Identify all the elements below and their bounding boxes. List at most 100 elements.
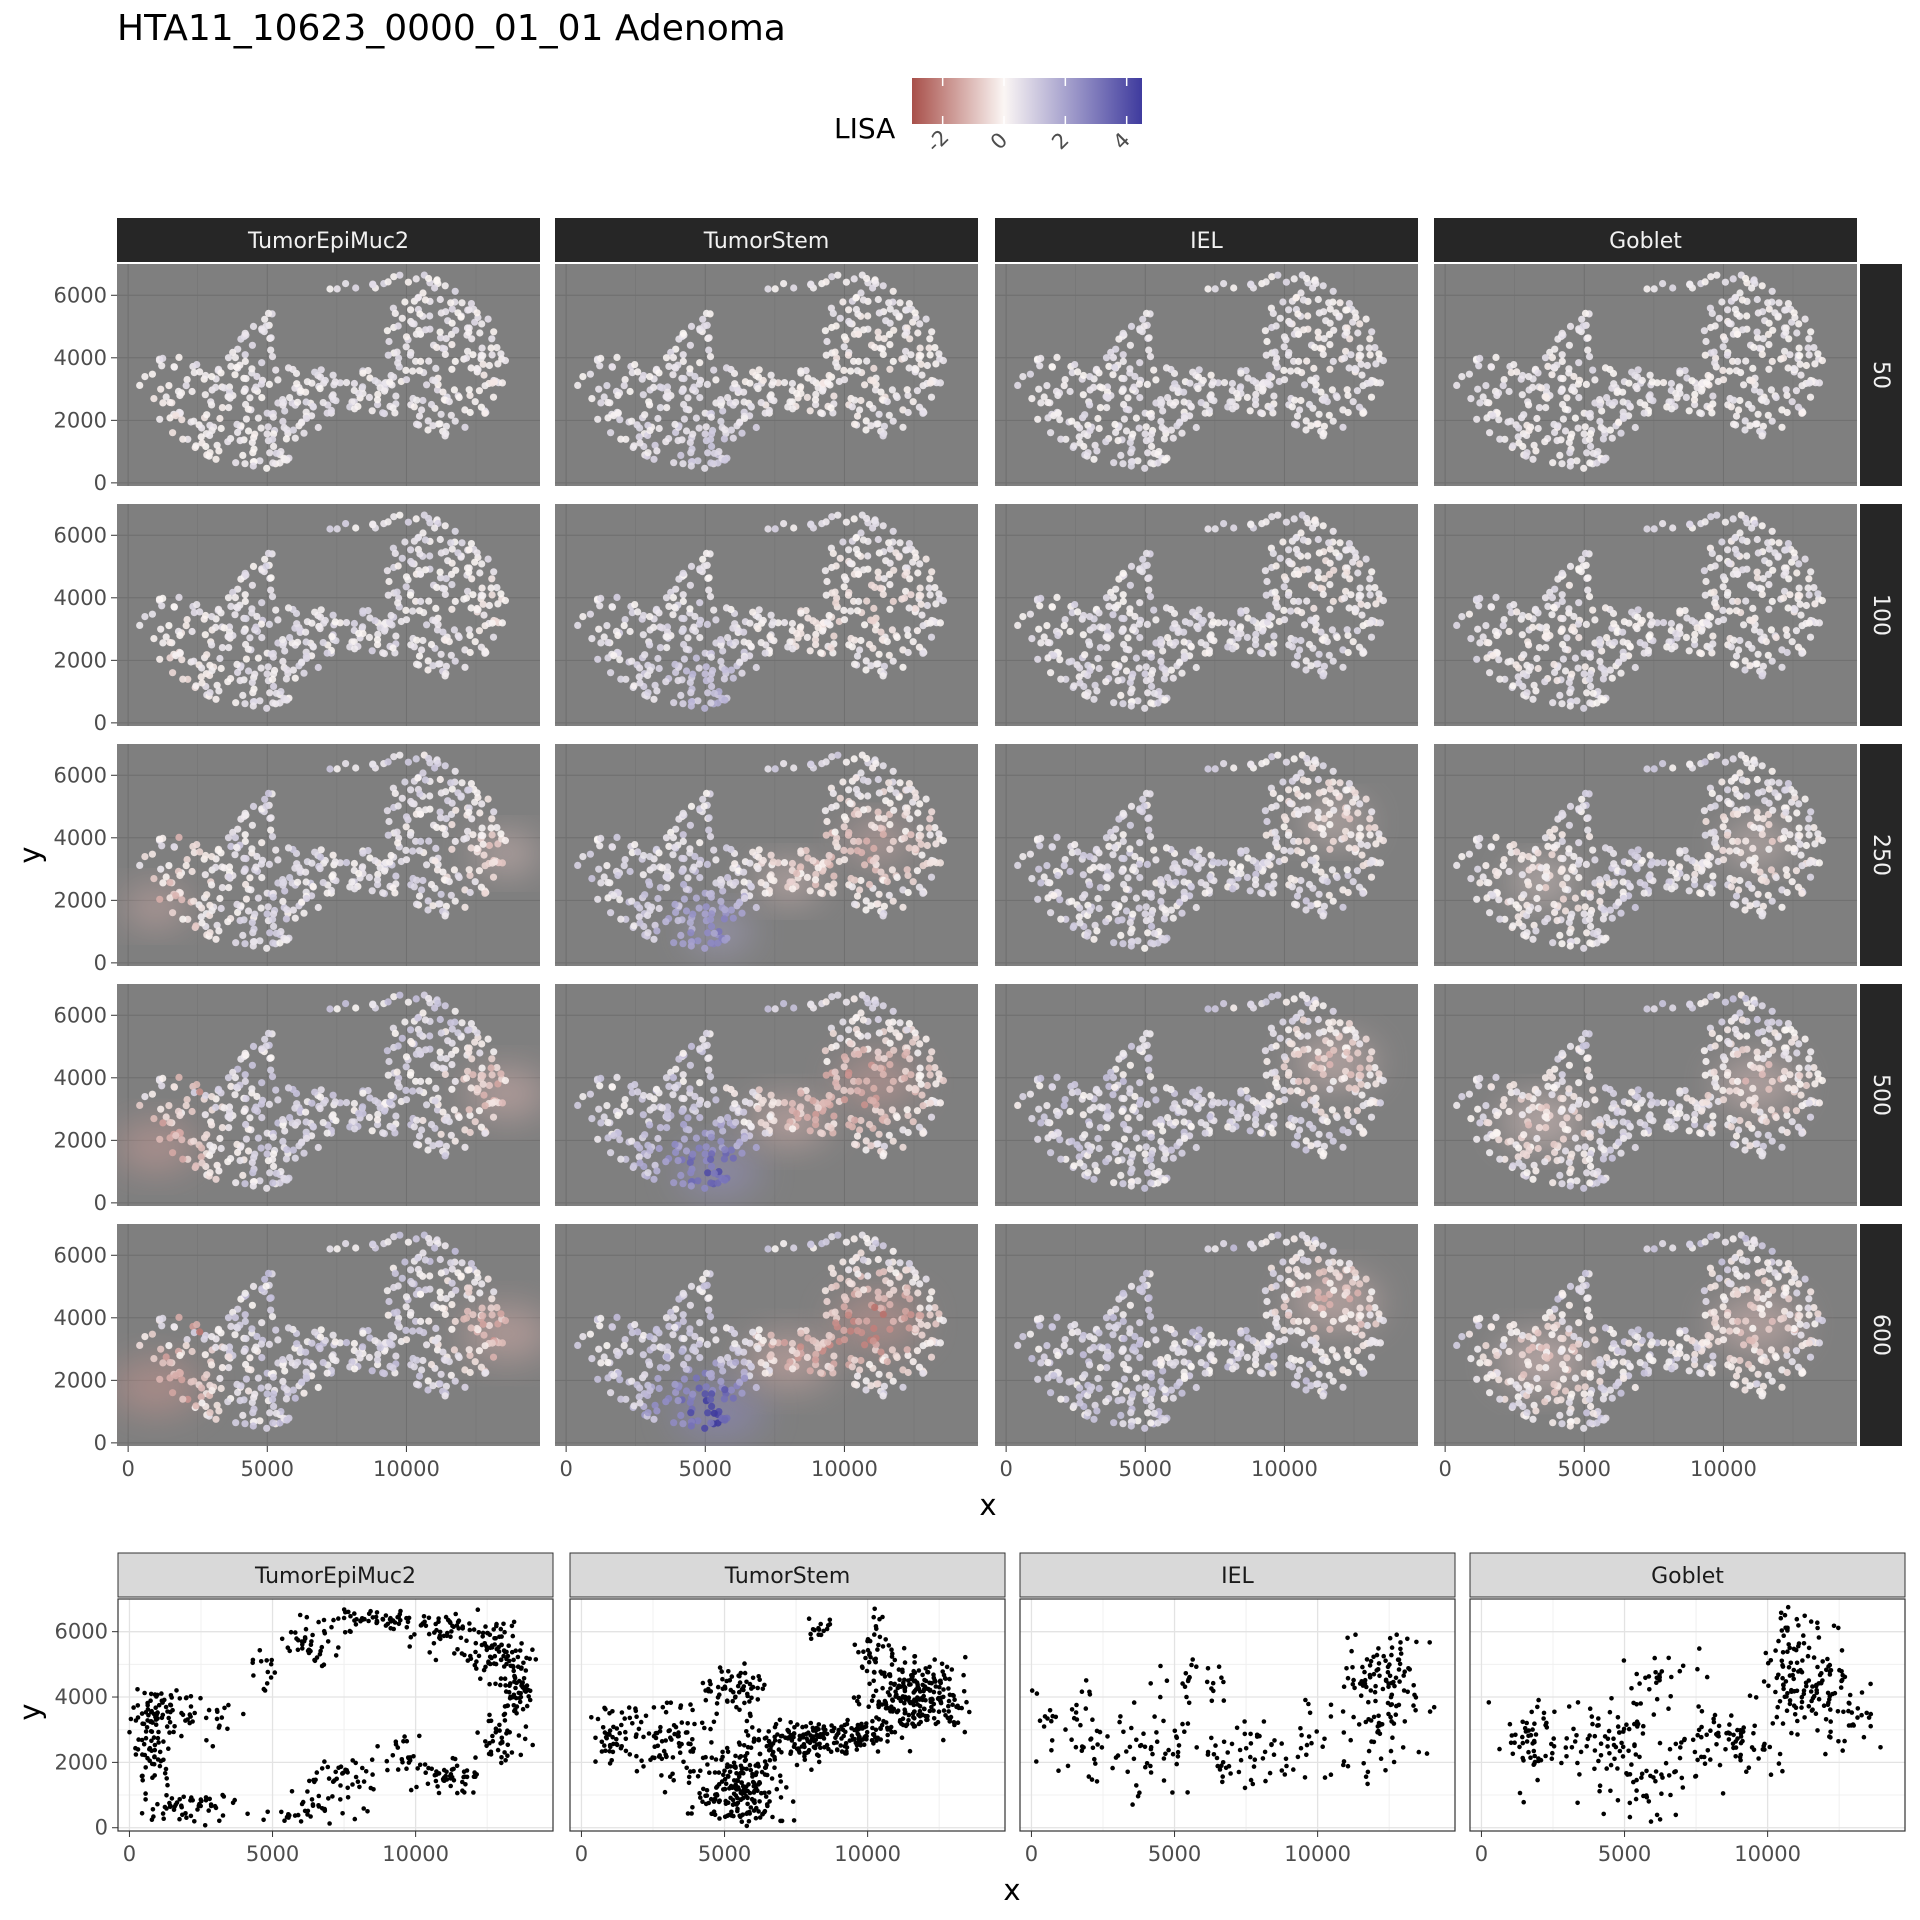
lisa-point	[1570, 372, 1578, 381]
lisa-point	[1548, 594, 1556, 602]
lisa-point	[847, 607, 855, 615]
lisa-point	[1061, 376, 1069, 384]
lisa-point	[1795, 584, 1803, 592]
lisa-point	[806, 407, 814, 415]
lisa-point	[452, 326, 460, 334]
lisa-point	[1558, 569, 1566, 577]
lisa-point	[890, 566, 898, 574]
lisa-point	[479, 592, 487, 600]
lisa-point	[923, 601, 932, 610]
lisa-point	[1094, 414, 1102, 423]
lisa-point	[628, 657, 636, 665]
lisa-point	[445, 398, 453, 406]
lisa-point	[1145, 574, 1153, 582]
lisa-point	[1500, 376, 1508, 384]
lisa-point	[621, 376, 629, 384]
lisa-point	[427, 640, 436, 649]
lisa-point	[875, 549, 883, 557]
lisa-point	[1119, 700, 1127, 708]
lisa-point	[1786, 351, 1794, 359]
lisa-point	[1315, 410, 1323, 418]
lisa-point	[1558, 329, 1566, 337]
lisa-point	[1115, 575, 1123, 583]
lisa-point	[225, 633, 233, 641]
lisa-point	[1725, 559, 1733, 568]
lisa-point	[436, 808, 444, 816]
lisa-point	[1291, 660, 1299, 668]
lisa-point	[595, 385, 603, 393]
lisa-point	[710, 449, 718, 457]
lisa-point	[248, 341, 256, 349]
lisa-point	[749, 608, 757, 616]
lisa-point	[586, 610, 595, 618]
lisa-point	[1102, 594, 1111, 602]
facet-strip	[555, 218, 978, 262]
lisa-point	[822, 351, 830, 359]
lisa-point	[1643, 285, 1651, 293]
lisa-point	[178, 896, 186, 904]
lisa-point	[610, 412, 618, 420]
lisa-point	[651, 681, 659, 689]
lisa-point	[1785, 575, 1793, 583]
lisa-point	[141, 853, 149, 861]
lisa-point	[1274, 271, 1282, 279]
lisa-point	[406, 831, 414, 839]
lisa-point	[641, 411, 649, 419]
lisa-point	[1086, 427, 1094, 435]
lisa-point	[1733, 330, 1742, 338]
lisa-point	[1571, 414, 1579, 422]
lisa-point	[877, 388, 885, 396]
lisa-point	[1587, 430, 1595, 438]
lisa-point	[254, 414, 262, 422]
lisa-point	[617, 915, 625, 923]
lisa-point	[874, 775, 882, 784]
lisa-point	[1019, 373, 1027, 381]
lisa-point	[473, 604, 481, 613]
lisa-point	[1553, 677, 1561, 685]
lisa-point	[1132, 414, 1140, 422]
lisa-point	[477, 643, 485, 651]
lisa-point	[183, 616, 191, 624]
lisa-point	[847, 847, 855, 855]
lisa-point	[853, 412, 862, 420]
lisa-point	[1565, 438, 1573, 447]
lisa-point	[862, 906, 870, 914]
lisa-point	[231, 371, 239, 379]
lisa-point	[1243, 633, 1251, 642]
lisa-point	[814, 384, 822, 392]
lisa-point	[316, 865, 324, 873]
lisa-point	[855, 837, 863, 846]
lisa-point	[1176, 658, 1184, 666]
lisa-point	[893, 873, 901, 882]
lisa-point	[1542, 383, 1551, 391]
lisa-point	[178, 656, 186, 664]
lisa-point	[1086, 401, 1094, 409]
lisa-point	[308, 619, 316, 627]
lisa-point	[724, 394, 732, 402]
lisa-point	[1284, 591, 1292, 599]
lisa-point	[871, 626, 880, 634]
lisa-point	[628, 609, 636, 617]
lisa-point	[425, 514, 433, 523]
lisa-point	[233, 363, 241, 371]
lisa-point	[867, 902, 875, 910]
lisa-point	[206, 689, 214, 697]
y-tick-label: 2000	[54, 408, 107, 432]
lisa-point	[303, 894, 311, 903]
lisa-point	[1081, 411, 1089, 419]
lisa-point	[413, 876, 421, 884]
lisa-point	[415, 892, 424, 900]
lisa-point	[1287, 367, 1295, 375]
lisa-point	[1493, 631, 1501, 640]
lisa-point	[608, 843, 616, 851]
lisa-point	[852, 294, 860, 302]
lisa-point	[655, 849, 663, 857]
lisa-point	[1343, 626, 1351, 634]
lisa-point	[1142, 309, 1151, 317]
lisa-point	[458, 299, 466, 307]
lisa-point	[701, 944, 709, 952]
lisa-point	[1565, 581, 1573, 589]
lisa-point	[907, 591, 915, 599]
lisa-point	[1476, 639, 1484, 647]
lisa-point	[1050, 412, 1058, 420]
